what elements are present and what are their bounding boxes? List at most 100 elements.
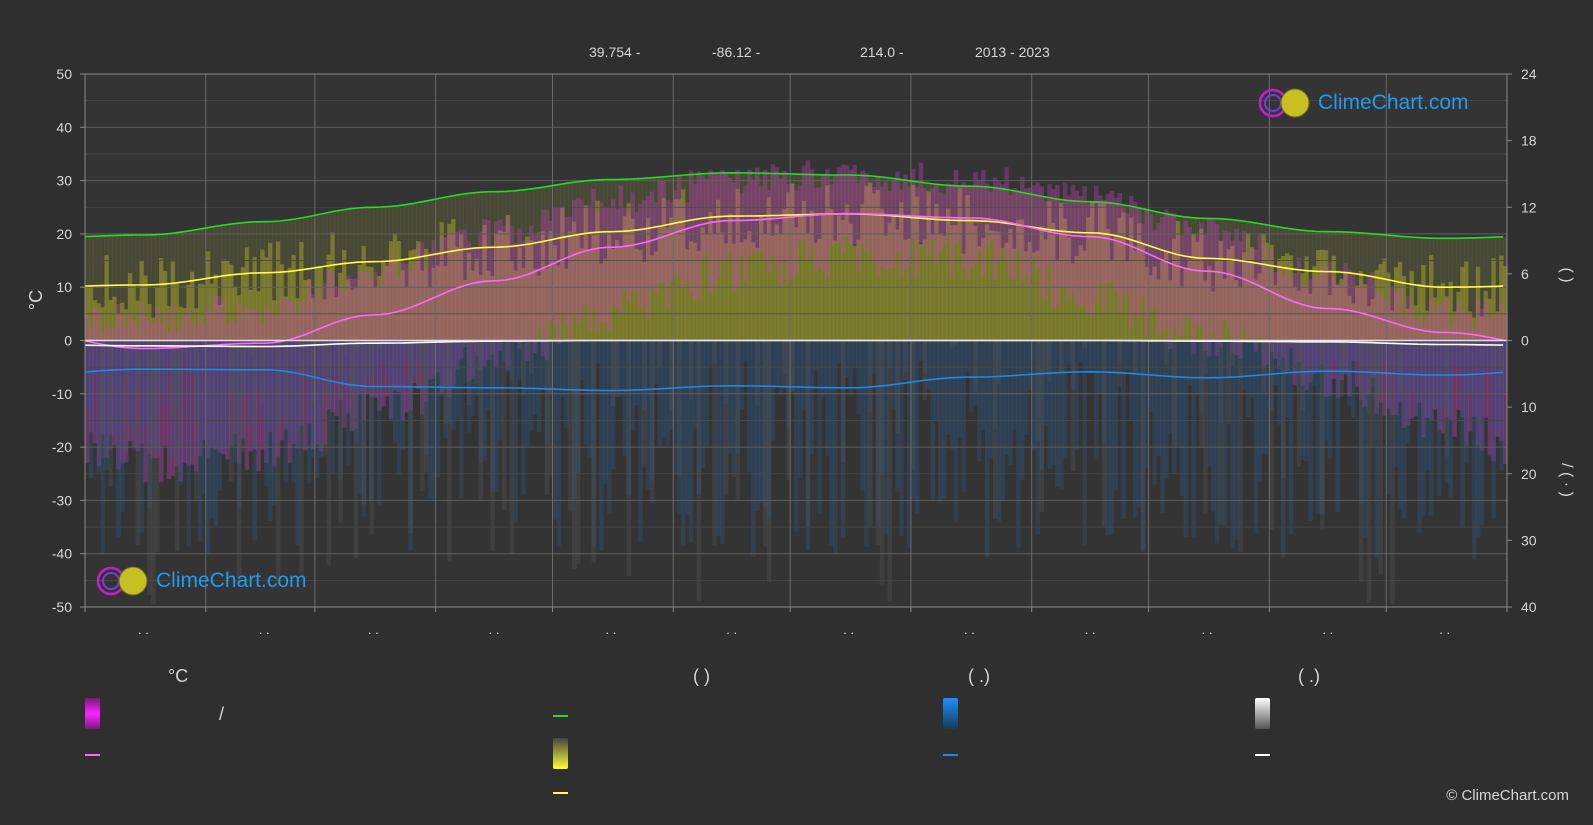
rain-bar bbox=[123, 340, 129, 379]
sunshine-bar bbox=[883, 235, 889, 341]
temperature-bar bbox=[272, 316, 277, 467]
rain-bar bbox=[373, 340, 378, 374]
sunshine-bar bbox=[1016, 219, 1021, 341]
temperature-bar bbox=[720, 170, 725, 261]
temperature-bar bbox=[1405, 296, 1411, 426]
rain-bar bbox=[1136, 340, 1142, 508]
temperature-bar bbox=[1051, 189, 1056, 308]
rain-bar bbox=[938, 340, 943, 504]
rain-bar bbox=[630, 340, 635, 431]
temperature-bar bbox=[490, 244, 495, 356]
temperature-bar bbox=[287, 301, 293, 463]
temperature-bar bbox=[1160, 216, 1165, 331]
sunshine-bar bbox=[583, 205, 589, 341]
rain-bar bbox=[1214, 340, 1220, 544]
rain-bar bbox=[1405, 340, 1411, 444]
sunshine-bar bbox=[1027, 241, 1033, 341]
rain-bar bbox=[1460, 340, 1465, 529]
sunshine-bar bbox=[416, 241, 421, 341]
daylight-bar bbox=[404, 204, 409, 341]
precip-bar bbox=[571, 340, 577, 569]
temperature-bar bbox=[213, 295, 219, 450]
sunshine-bar bbox=[381, 261, 386, 341]
precip-bar bbox=[922, 340, 928, 400]
sunshine-bar bbox=[646, 218, 651, 341]
precip-bar bbox=[236, 340, 242, 583]
precip-bar bbox=[147, 340, 152, 596]
sunshine-bar bbox=[194, 308, 199, 341]
temperature-bar bbox=[829, 184, 834, 247]
sunshine-bar bbox=[860, 203, 865, 341]
temperature-bar bbox=[104, 326, 109, 458]
sunshine-bar bbox=[833, 240, 838, 341]
logo-bottom[interactable]: ClimeChart.com bbox=[96, 566, 307, 596]
rain-bar bbox=[412, 340, 417, 380]
temperature-bar bbox=[634, 211, 639, 294]
rain-bar bbox=[1242, 340, 1247, 390]
rain-bar bbox=[1483, 340, 1489, 369]
sunshine-bar bbox=[1421, 265, 1426, 341]
temperature-bar bbox=[945, 183, 951, 240]
temperature-bar bbox=[151, 322, 156, 459]
sunshine-bar bbox=[587, 249, 593, 341]
daylight-bar bbox=[1148, 210, 1154, 341]
sunshine-bar bbox=[774, 224, 780, 341]
rain-bar bbox=[1160, 340, 1165, 514]
sunshine-bar bbox=[540, 231, 546, 341]
rain-bar bbox=[992, 340, 998, 430]
sunshine-bar bbox=[852, 246, 857, 341]
daylight-bar bbox=[135, 235, 141, 341]
x-tick-label: . . bbox=[1202, 622, 1213, 637]
temperature-bar bbox=[462, 229, 468, 348]
temperature-bar bbox=[209, 312, 215, 448]
precip-bar bbox=[1397, 340, 1403, 391]
sunshine-bar bbox=[120, 302, 125, 341]
logo-top[interactable]: ClimeChart.com bbox=[1258, 88, 1469, 118]
rain-bar bbox=[891, 340, 896, 410]
sunshine-bar bbox=[1312, 266, 1317, 341]
sunshine-bar bbox=[1471, 317, 1477, 341]
sunshine-bar bbox=[914, 196, 920, 341]
rain-bar bbox=[162, 340, 168, 407]
precip-bar bbox=[688, 340, 694, 400]
sunshine-bar bbox=[942, 235, 947, 341]
daylight-bar bbox=[564, 183, 569, 341]
rain-bar bbox=[634, 340, 639, 406]
precip-bar bbox=[723, 340, 729, 496]
sunshine-bar bbox=[314, 266, 320, 341]
rain-bar bbox=[758, 340, 764, 504]
precip-bar bbox=[135, 340, 141, 545]
temperature-bar bbox=[197, 317, 203, 456]
header-elevation: 214.0 - bbox=[860, 44, 904, 60]
temperature-bar bbox=[1144, 208, 1150, 336]
daylight-bar bbox=[295, 218, 300, 341]
daylight-bar bbox=[1273, 226, 1278, 341]
sunshine-bar bbox=[801, 200, 807, 341]
temperature-bar bbox=[392, 261, 398, 391]
sunshine-bar bbox=[1070, 263, 1076, 341]
sunshine-bar bbox=[778, 232, 783, 341]
rain-bar bbox=[1222, 340, 1228, 527]
rain-bar bbox=[961, 340, 967, 492]
temperature-bar bbox=[677, 176, 682, 276]
sunshine-bar bbox=[895, 229, 900, 341]
rain-bar bbox=[486, 340, 491, 411]
temperature-bar bbox=[1471, 328, 1477, 417]
sunshine-bar bbox=[797, 213, 803, 341]
sunshine-bar bbox=[1218, 241, 1224, 341]
temperature-bar bbox=[1234, 228, 1239, 356]
daylight-bar bbox=[194, 230, 199, 341]
daylight-bar bbox=[123, 235, 129, 341]
temperature-bar bbox=[583, 208, 589, 306]
temperature-bar bbox=[1210, 219, 1216, 333]
rain-bar bbox=[739, 340, 745, 410]
temperature-bar bbox=[1086, 203, 1091, 314]
rain-bar bbox=[287, 340, 293, 439]
temperature-bar bbox=[310, 294, 316, 450]
rain-bar bbox=[1234, 340, 1239, 541]
temperature-bar bbox=[603, 207, 608, 323]
temperature-bar bbox=[981, 170, 986, 277]
y-axis-label-right-bottom: / ( · ) bbox=[1558, 463, 1575, 497]
precip-bar bbox=[1164, 340, 1169, 365]
precip-bar bbox=[353, 340, 359, 559]
